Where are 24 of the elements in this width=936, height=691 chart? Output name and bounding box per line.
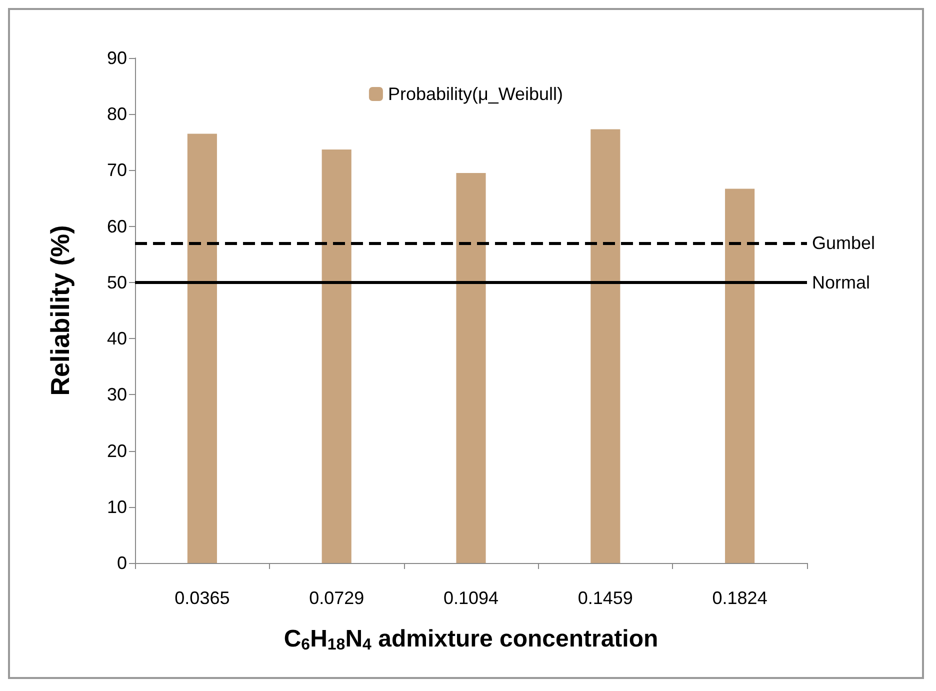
ref-line-label: Gumbel — [812, 233, 876, 254]
y-tick-label: 70 — [106, 160, 127, 180]
y-tick-label: 50 — [106, 272, 127, 292]
x-tick-label: 0.1824 — [712, 588, 768, 608]
y-tick-label: 0 — [116, 553, 127, 573]
y-tick-label: 90 — [106, 48, 127, 68]
bar — [322, 149, 352, 563]
x-tick-label: 0.1459 — [578, 588, 633, 608]
x-tick-label: 0.0729 — [309, 588, 364, 608]
bar — [187, 134, 217, 563]
y-axis-title: Reliability (%) — [45, 225, 75, 396]
y-tick-label: 10 — [106, 496, 127, 517]
y-tick-label: 20 — [106, 440, 127, 461]
y-tick-label: 30 — [106, 384, 127, 405]
y-tick-label: 40 — [106, 328, 127, 349]
bar — [590, 129, 620, 563]
bar — [456, 173, 486, 563]
y-tick-label: 80 — [106, 104, 127, 124]
bar — [725, 188, 755, 563]
y-tick-label: 60 — [106, 216, 127, 236]
legend-label: Probability(μ_Weibull) — [388, 84, 564, 104]
x-tick-label: 0.1094 — [443, 588, 499, 608]
ref-line-label: Normal — [812, 272, 870, 292]
x-tick-label: 0.0365 — [174, 588, 230, 608]
